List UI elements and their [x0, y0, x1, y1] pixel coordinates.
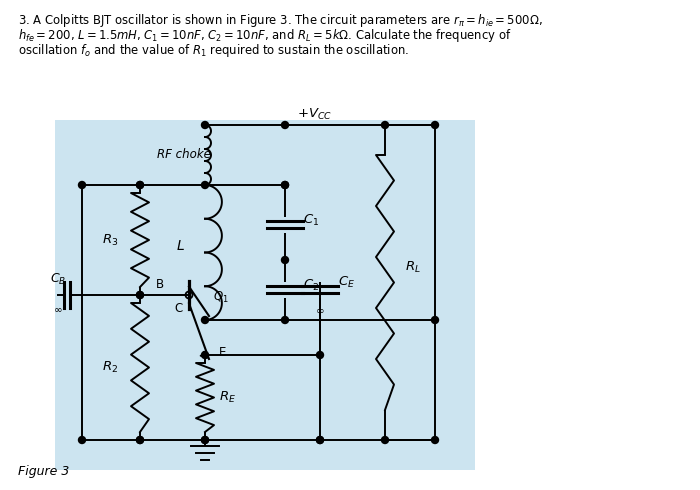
Circle shape: [281, 317, 288, 323]
Circle shape: [281, 256, 288, 264]
Text: Figure 3: Figure 3: [18, 465, 69, 478]
FancyArrowPatch shape: [201, 352, 207, 358]
Text: B: B: [156, 278, 164, 292]
Circle shape: [78, 181, 85, 189]
Text: $C_B$: $C_B$: [50, 271, 66, 287]
Circle shape: [136, 437, 144, 443]
Circle shape: [78, 437, 85, 443]
Text: $C_2$: $C_2$: [303, 277, 319, 293]
Circle shape: [136, 292, 144, 298]
Circle shape: [202, 351, 209, 359]
Text: $L$: $L$: [176, 240, 185, 253]
Text: $h_{fe} = 200$, $L = 1.5mH$, $C_1 = 10nF$, $C_2 = 10nF$, and $R_L = 5k\Omega$. C: $h_{fe} = 200$, $L = 1.5mH$, $C_1 = 10nF…: [18, 27, 512, 44]
Text: $C_E$: $C_E$: [338, 274, 355, 290]
Text: oscillation $f_o$ and the value of $R_1$ required to sustain the oscillation.: oscillation $f_o$ and the value of $R_1$…: [18, 42, 409, 59]
Circle shape: [136, 181, 144, 189]
Text: $R_E$: $R_E$: [219, 390, 236, 405]
Circle shape: [136, 181, 144, 189]
Circle shape: [281, 122, 288, 128]
Text: $+V_{CC}$: $+V_{CC}$: [297, 107, 332, 122]
Text: 3. A Colpitts BJT oscillator is shown in Figure 3. The circuit parameters are $r: 3. A Colpitts BJT oscillator is shown in…: [18, 12, 542, 29]
Circle shape: [202, 437, 209, 443]
Text: RF choke: RF choke: [157, 148, 211, 162]
Text: C: C: [175, 302, 183, 315]
Circle shape: [136, 437, 144, 443]
Circle shape: [202, 317, 209, 323]
Text: $R_2$: $R_2$: [102, 360, 118, 375]
Circle shape: [382, 122, 388, 128]
Circle shape: [316, 437, 323, 443]
Text: $Q_1$: $Q_1$: [213, 290, 229, 305]
Circle shape: [382, 437, 388, 443]
Text: $C_1$: $C_1$: [303, 213, 319, 227]
Circle shape: [431, 437, 438, 443]
Circle shape: [202, 437, 209, 443]
Circle shape: [281, 181, 288, 189]
Circle shape: [316, 351, 323, 359]
Circle shape: [136, 292, 144, 298]
Text: E: E: [219, 346, 226, 360]
Text: $\infty$: $\infty$: [315, 305, 325, 315]
Circle shape: [281, 181, 288, 189]
Text: $\infty$: $\infty$: [53, 304, 63, 314]
Bar: [55, 120, 475, 470]
Text: $R_3$: $R_3$: [102, 232, 118, 247]
Text: $R_L$: $R_L$: [405, 260, 421, 275]
Circle shape: [316, 437, 323, 443]
Circle shape: [202, 181, 209, 189]
Circle shape: [202, 122, 209, 128]
Circle shape: [431, 317, 438, 323]
Circle shape: [431, 122, 438, 128]
